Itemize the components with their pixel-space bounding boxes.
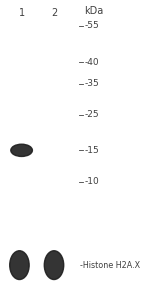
Ellipse shape bbox=[10, 251, 29, 279]
Text: -35: -35 bbox=[84, 79, 99, 88]
Text: 2: 2 bbox=[51, 8, 57, 18]
Ellipse shape bbox=[44, 251, 64, 279]
Text: -10: -10 bbox=[84, 177, 99, 186]
Text: -55: -55 bbox=[84, 21, 99, 30]
Text: -40: -40 bbox=[84, 58, 99, 67]
Text: -15: -15 bbox=[84, 146, 99, 155]
Text: kDa: kDa bbox=[84, 5, 104, 15]
Ellipse shape bbox=[11, 144, 32, 156]
Text: 1: 1 bbox=[19, 8, 25, 18]
Text: -25: -25 bbox=[84, 110, 99, 119]
Text: -Histone H2A.X: -Histone H2A.X bbox=[80, 261, 141, 270]
